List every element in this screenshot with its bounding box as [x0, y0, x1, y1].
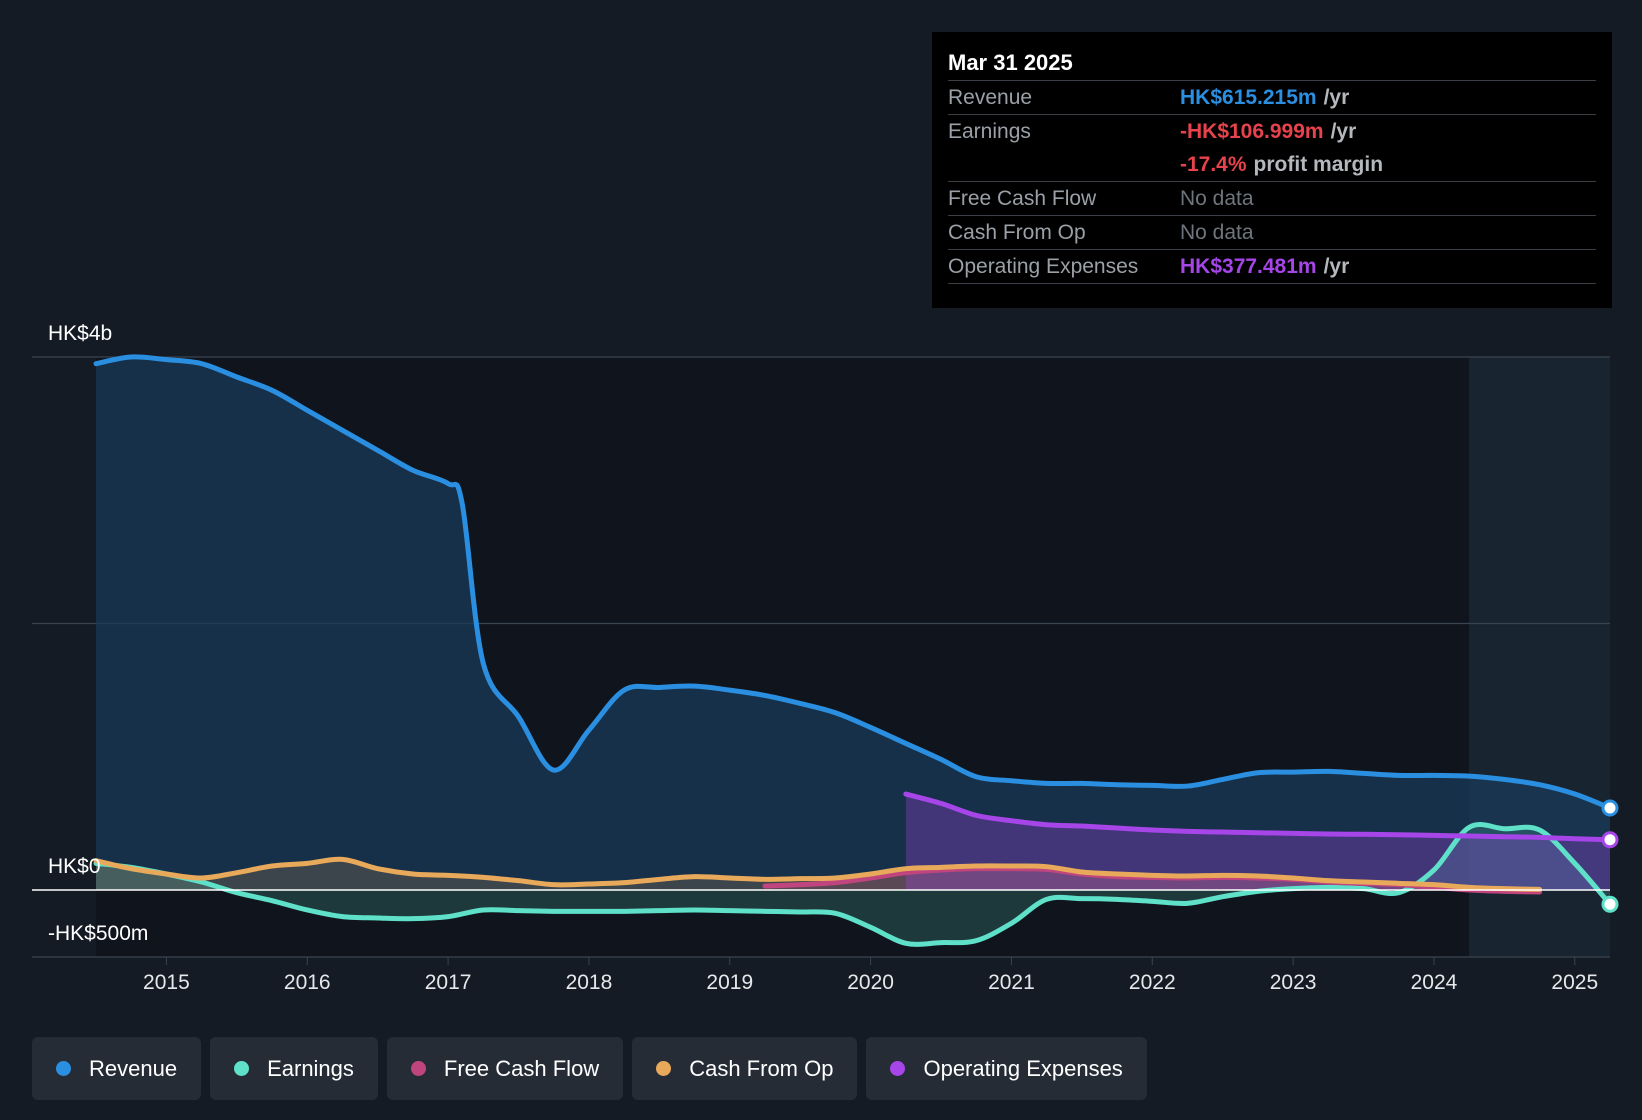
tooltip-value: -HK$106.999m — [1180, 119, 1324, 143]
x-tick-label: 2025 — [1551, 971, 1598, 994]
tooltip-row-earnings: Earnings -HK$106.999m /yr — [948, 114, 1596, 148]
operating-expenses-endpoint — [1601, 831, 1619, 849]
earnings-dot-icon — [234, 1061, 250, 1076]
x-tick-label: 2021 — [988, 971, 1035, 994]
operating-expenses-dot-icon — [890, 1061, 906, 1076]
x-tick-label: 2022 — [1129, 971, 1176, 994]
y-label-top: HK$4b — [48, 322, 112, 345]
revenue-endpoint — [1601, 799, 1619, 817]
legend-item-cash-from-op[interactable]: Cash From Op — [632, 1037, 858, 1100]
tooltip-unit: /yr — [1323, 254, 1350, 278]
operating-expenses-line — [903, 791, 1613, 843]
revenue-line — [93, 354, 1613, 811]
x-axis: 2015 2016 2017 2018 2019 2020 2021 2022 2023 2024… — [143, 957, 1598, 994]
legend-label: Operating Expenses — [923, 1055, 1123, 1081]
x-tick-label: 2020 — [847, 971, 894, 994]
financial-chart: 2015 2016 2017 2018 2019 2020 2021 2022 2023 2024… — [32, 322, 1619, 994]
tooltip-date: Mar 31 2025 — [948, 50, 1073, 75]
tooltip-row-free-cash-flow: Free Cash Flow No data — [948, 181, 1596, 215]
legend-label: Free Cash Flow — [443, 1055, 600, 1081]
hover-tooltip: Mar 31 2025 Revenue HK$615.215m /yr Earn… — [932, 32, 1612, 308]
legend-item-free-cash-flow[interactable]: Free Cash Flow — [386, 1037, 624, 1100]
x-tick-label: 2015 — [143, 971, 190, 994]
revenue-dot-icon — [56, 1061, 71, 1076]
tooltip-value: No data — [1180, 220, 1254, 244]
tooltip-label: Free Cash Flow — [948, 186, 1097, 210]
tooltip-label: Cash From Op — [948, 220, 1086, 244]
series-endpoints — [1601, 799, 1619, 913]
legend-label: Cash From Op — [689, 1055, 834, 1081]
cash-from-op-area — [96, 859, 1540, 890]
tooltip-unit: /yr — [1323, 85, 1350, 109]
tooltip-value: No data — [1180, 186, 1254, 210]
tooltip-value: HK$615.215m — [1180, 85, 1317, 109]
tooltip-value: HK$377.481m — [1180, 254, 1317, 278]
revenue-area — [96, 356, 1610, 890]
legend-label: Earnings — [267, 1055, 354, 1081]
earnings-endpoint — [1601, 895, 1619, 913]
legend-item-operating-expenses[interactable]: Operating Expenses — [866, 1037, 1147, 1100]
series-lines — [93, 354, 1613, 947]
x-tick-label: 2018 — [566, 971, 613, 994]
operating-expenses-area — [905, 794, 1610, 890]
cash-from-op-dot-icon — [656, 1061, 672, 1076]
tooltip-label: Operating Expenses — [948, 254, 1139, 278]
tooltip-row-revenue: Revenue HK$615.215m /yr — [948, 80, 1596, 114]
legend-item-revenue[interactable]: Revenue — [32, 1037, 202, 1100]
tooltip-row-operating-expenses: Operating Expenses HK$377.481m /yr — [948, 249, 1596, 284]
tooltip-row-profit-margin: -17.4% profit margin — [948, 148, 1596, 181]
tooltip-row-cash-from-op: Cash From Op No data — [948, 215, 1596, 249]
tooltip-value: -17.4% — [1180, 152, 1247, 176]
tooltip-label: Earnings — [948, 119, 1031, 143]
x-tick-label: 2019 — [706, 971, 753, 994]
y-label-zero: HK$0 — [48, 855, 101, 878]
series-areas — [96, 356, 1610, 945]
x-tick-label: 2023 — [1270, 971, 1317, 994]
y-label-bottom: -HK$500m — [48, 922, 148, 945]
x-tick-label: 2017 — [425, 971, 472, 994]
tooltip-label: Revenue — [948, 85, 1033, 109]
legend-label: Revenue — [89, 1055, 178, 1081]
legend-item-earnings[interactable]: Earnings — [210, 1037, 378, 1100]
cash-from-op-line — [93, 856, 1543, 892]
legend: Revenue Earnings Free Cash Flow Cash Fro… — [32, 1037, 1147, 1100]
earnings-line — [93, 822, 1613, 947]
x-tick-label: 2016 — [284, 971, 331, 994]
x-tick-label: 2024 — [1411, 971, 1458, 994]
free-cash-flow-dot-icon — [410, 1061, 426, 1076]
y-axis: HK$4b HK$0 -HK$500m — [48, 322, 148, 945]
tooltip-unit: profit margin — [1253, 152, 1384, 176]
tooltip-unit: /yr — [1330, 119, 1357, 143]
